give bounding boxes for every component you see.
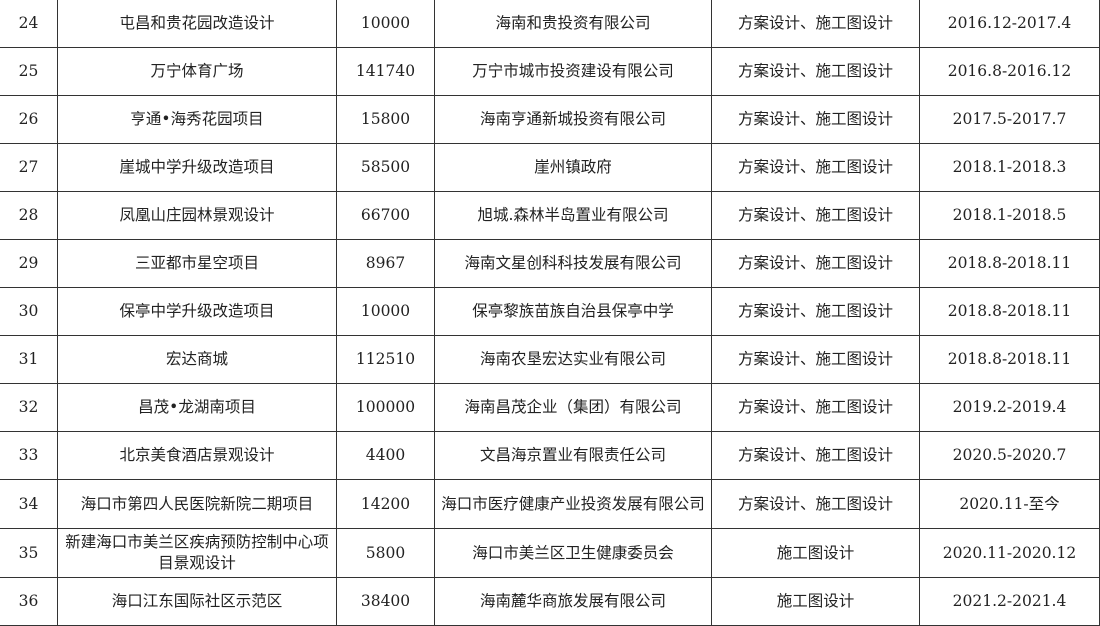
cell-scope: 方案设计、施工图设计 xyxy=(711,287,920,336)
cell-no: 34 xyxy=(0,479,58,529)
cell-no: 25 xyxy=(0,47,58,96)
cell-no: 29 xyxy=(0,239,58,288)
table-row: 31 宏达商城 112510 海南农垦宏达实业有限公司 方案设计、施工图设计 2018.8… xyxy=(0,335,1100,384)
cell-client: 万宁市城市投资建设有限公司 xyxy=(434,47,712,96)
cell-name: 昌茂•龙湖南项目 xyxy=(57,383,337,432)
table-row: 25 万宁体育广场 141740 万宁市城市投资建设有限公司 方案设计、施工图设计 201… xyxy=(0,47,1100,96)
cell-scope: 方案设计、施工图设计 xyxy=(711,335,920,384)
cell-client: 海南农垦宏达实业有限公司 xyxy=(434,335,712,384)
cell-area: 5800 xyxy=(336,528,435,578)
cell-no: 28 xyxy=(0,191,58,240)
cell-name: 屯昌和贵花园改造设计 xyxy=(57,0,337,48)
cell-client: 海南昌茂企业（集团）有限公司 xyxy=(434,383,712,432)
cell-period: 2017.5-2017.7 xyxy=(919,95,1100,144)
table-row: 26 亨通•海秀花园项目 15800 海南亨通新城投资有限公司 方案设计、施工图设计 20… xyxy=(0,95,1100,144)
cell-no: 33 xyxy=(0,431,58,480)
cell-period: 2016.8-2016.12 xyxy=(919,47,1100,96)
cell-name: 凤凰山庄园林景观设计 xyxy=(57,191,337,240)
cell-name: 三亚都市星空项目 xyxy=(57,239,337,288)
table-row: 27 崖城中学升级改造项目 58500 崖州镇政府 方案设计、施工图设计 2018.1-2… xyxy=(0,143,1100,192)
cell-name: 保亭中学升级改造项目 xyxy=(57,287,337,336)
cell-no: 31 xyxy=(0,335,58,384)
cell-name: 亨通•海秀花园项目 xyxy=(57,95,337,144)
cell-area: 58500 xyxy=(336,143,435,192)
table-row: 34 海口市第四人民医院新院二期项目 14200 海口市医疗健康产业投资发展有限公司方… xyxy=(0,479,1100,529)
cell-scope: 方案设计、施工图设计 xyxy=(711,95,920,144)
cell-scope: 方案设计、施工图设计 xyxy=(711,479,920,529)
cell-period: 2020.5-2020.7 xyxy=(919,431,1100,480)
cell-period: 2018.8-2018.11 xyxy=(919,239,1100,288)
cell-client: 海南文星创科科技发展有限公司 xyxy=(434,239,712,288)
cell-name: 新建海口市美兰区疾病预防控制中心项目景观设计 xyxy=(57,528,337,578)
cell-name: 崖城中学升级改造项目 xyxy=(57,143,337,192)
table-row: 36 海口江东国际社区示范区 38400 海南麓华商旅发展有限公司 施工图设计 2021.… xyxy=(0,577,1100,626)
cell-area: 8967 xyxy=(336,239,435,288)
cell-no: 30 xyxy=(0,287,58,336)
cell-area: 4400 xyxy=(336,431,435,480)
cell-area: 14200 xyxy=(336,479,435,529)
cell-scope: 方案设计、施工图设计 xyxy=(711,383,920,432)
cell-client: 旭城.森林半岛置业有限公司 xyxy=(434,191,712,240)
cell-no: 35 xyxy=(0,528,58,578)
cell-period: 2021.2-2021.4 xyxy=(919,577,1100,626)
cell-area: 100000 xyxy=(336,383,435,432)
cell-area: 38400 xyxy=(336,577,435,626)
cell-area: 112510 xyxy=(336,335,435,384)
cell-area: 10000 xyxy=(336,0,435,48)
cell-client: 保亭黎族苗族自治县保亭中学 xyxy=(434,287,712,336)
cell-no: 27 xyxy=(0,143,58,192)
cell-scope: 施工图设计 xyxy=(711,577,920,626)
table-row: 24 屯昌和贵花园改造设计 10000 海南和贵投资有限公司 方案设计、施工图设计 201… xyxy=(0,0,1100,48)
cell-no: 32 xyxy=(0,383,58,432)
cell-client: 海南麓华商旅发展有限公司 xyxy=(434,577,712,626)
cell-no: 24 xyxy=(0,0,58,48)
cell-client: 海口市美兰区卫生健康委员会 xyxy=(434,528,712,578)
cell-name: 海口市第四人民医院新院二期项目 xyxy=(57,479,337,529)
table-row: 30 保亭中学升级改造项目 10000 保亭黎族苗族自治县保亭中学 方案设计、施工图设计… xyxy=(0,287,1100,336)
cell-area: 141740 xyxy=(336,47,435,96)
cell-scope: 方案设计、施工图设计 xyxy=(711,47,920,96)
cell-area: 10000 xyxy=(336,287,435,336)
table-row: 29 三亚都市星空项目 8967 海南文星创科科技发展有限公司 方案设计、施工图设计 20… xyxy=(0,239,1100,288)
cell-no: 36 xyxy=(0,577,58,626)
table-row: 33 北京美食酒店景观设计 4400 文昌海京置业有限责任公司 方案设计、施工图设计 20… xyxy=(0,431,1100,480)
cell-period: 2018.1-2018.5 xyxy=(919,191,1100,240)
cell-period: 2016.12-2017.4 xyxy=(919,0,1100,48)
cell-scope: 方案设计、施工图设计 xyxy=(711,191,920,240)
cell-client: 崖州镇政府 xyxy=(434,143,712,192)
cell-period: 2020.11-2020.12 xyxy=(919,528,1100,578)
cell-scope: 方案设计、施工图设计 xyxy=(711,0,920,48)
cell-scope: 方案设计、施工图设计 xyxy=(711,431,920,480)
cell-area: 15800 xyxy=(336,95,435,144)
cell-scope: 方案设计、施工图设计 xyxy=(711,143,920,192)
cell-client: 海南亨通新城投资有限公司 xyxy=(434,95,712,144)
cell-name: 北京美食酒店景观设计 xyxy=(57,431,337,480)
cell-name: 宏达商城 xyxy=(57,335,337,384)
table-row: 28 凤凰山庄园林景观设计 66700 旭城.森林半岛置业有限公司 方案设计、施工图设计… xyxy=(0,191,1100,240)
cell-no: 26 xyxy=(0,95,58,144)
cell-period: 2020.11-至今 xyxy=(919,479,1100,529)
cell-name: 万宁体育广场 xyxy=(57,47,337,96)
cell-client: 海南和贵投资有限公司 xyxy=(434,0,712,48)
cell-scope: 方案设计、施工图设计 xyxy=(711,239,920,288)
cell-period: 2019.2-2019.4 xyxy=(919,383,1100,432)
table-row: 32 昌茂•龙湖南项目 100000 海南昌茂企业（集团）有限公司 方案设计、施工图设计… xyxy=(0,383,1100,432)
cell-area: 66700 xyxy=(336,191,435,240)
cell-client: 海口市医疗健康产业投资发展有限公司 xyxy=(434,479,712,529)
cell-period: 2018.1-2018.3 xyxy=(919,143,1100,192)
cell-scope: 施工图设计 xyxy=(711,528,920,578)
cell-period: 2018.8-2018.11 xyxy=(919,287,1100,336)
cell-period: 2018.8-2018.11 xyxy=(919,335,1100,384)
cell-client: 文昌海京置业有限责任公司 xyxy=(434,431,712,480)
table-row: 35 新建海口市美兰区疾病预防控制中心项目景观设计 5800 海口市美兰区卫生健康委员… xyxy=(0,528,1100,578)
cell-name: 海口江东国际社区示范区 xyxy=(57,577,337,626)
